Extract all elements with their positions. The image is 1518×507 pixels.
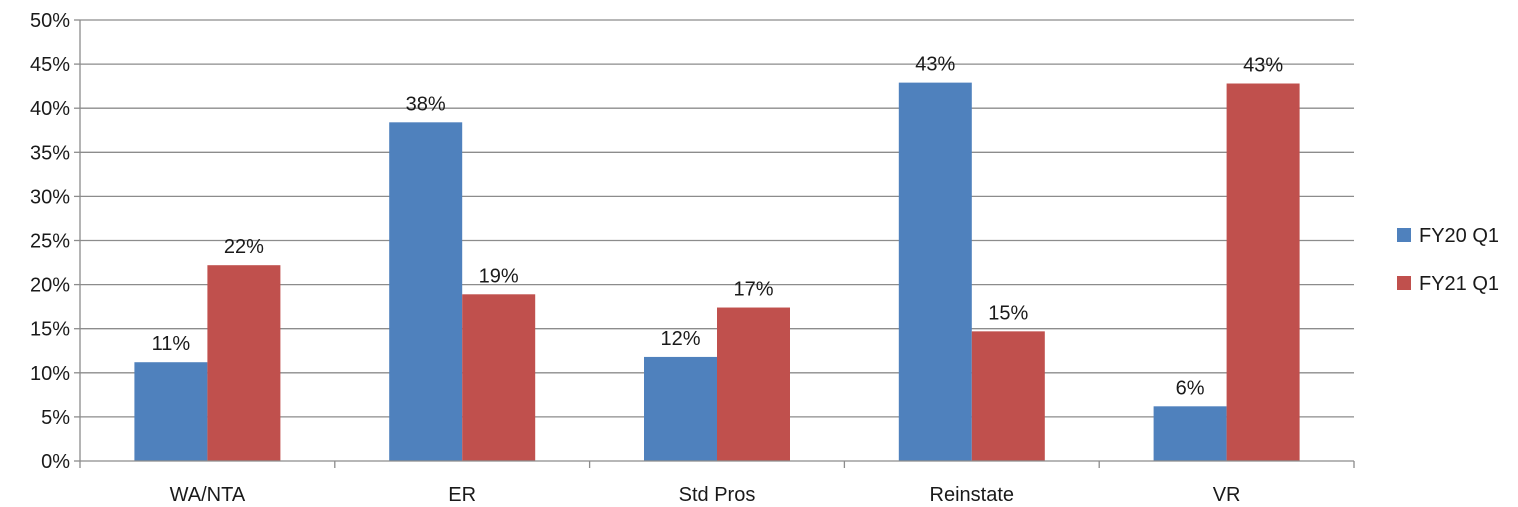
gridlines (80, 19, 1354, 418)
data-labels: 11% 22% 38% 19% 12% 17% 43% 15% 6% 43% (152, 54, 1284, 400)
y-tick-label: 25% (30, 231, 70, 253)
x-tick-label: VR (1213, 484, 1241, 506)
x-tick-label: Reinstate (930, 484, 1015, 506)
bar-fy21-q1 (717, 307, 790, 461)
legend: FY20 Q1 FY21 Q1 (1397, 225, 1499, 295)
data-label: 19% (479, 265, 519, 287)
data-label: 11% (152, 333, 191, 355)
y-tick-label: 50% (30, 10, 70, 32)
bar-fy21-q1 (207, 265, 281, 461)
y-tick-label: 5% (41, 407, 70, 429)
y-tick-label: 20% (30, 275, 70, 297)
bar-fy20-q1 (644, 356, 717, 461)
bar-fy20-q1 (898, 82, 972, 461)
y-tick-label: 40% (30, 98, 70, 120)
legend-label: FY21 Q1 (1419, 273, 1499, 295)
y-tick-label: 15% (30, 319, 70, 341)
data-label: 17% (733, 279, 773, 301)
y-tick-label: 0% (41, 451, 70, 473)
bar-fy20-q1 (389, 122, 463, 461)
data-label: 15% (988, 302, 1028, 324)
x-tick-label: WA/NTA (170, 484, 246, 506)
data-label: 12% (660, 328, 700, 350)
bar-fy21-q1 (971, 331, 1045, 461)
legend-swatch (1397, 276, 1411, 290)
bar-fy20-q1 (1153, 406, 1227, 461)
data-label: 6% (1176, 377, 1205, 399)
legend-swatch (1397, 228, 1411, 242)
legend-label: FY20 Q1 (1419, 225, 1499, 247)
data-label: 38% (406, 93, 446, 115)
bar-fy21-q1 (462, 294, 536, 461)
data-label: 22% (224, 236, 264, 258)
bar-fy21-q1 (1226, 83, 1300, 461)
bar-fy20-q1 (134, 362, 208, 461)
y-tick-label: 45% (30, 54, 70, 76)
y-tick-label: 30% (30, 186, 70, 208)
axes: 0% 5% 10% 15% 20% 25% 30% 35% 40% 45% 50% WA/NTA ER S… (30, 10, 1355, 506)
bars (134, 82, 1300, 461)
x-tick-label: ER (448, 484, 476, 506)
data-label: 43% (915, 54, 955, 76)
y-tick-label: 35% (30, 142, 70, 164)
data-label: 43% (1243, 55, 1283, 77)
x-tick-label: Std Pros (679, 484, 756, 506)
y-tick-label: 10% (30, 363, 70, 385)
